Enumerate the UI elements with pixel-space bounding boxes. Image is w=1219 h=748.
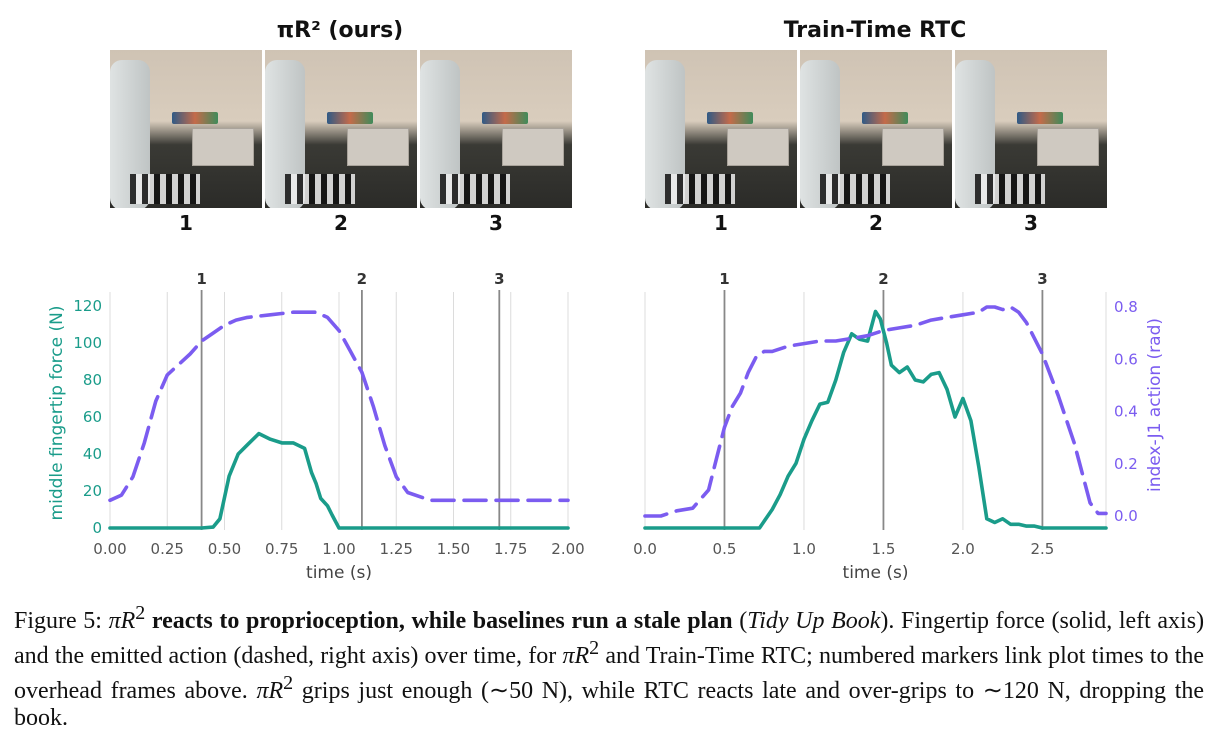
- time-marker-label: 2: [357, 270, 367, 288]
- task-name: Tidy Up Book: [747, 608, 881, 634]
- x-axis-label: time (s): [306, 563, 372, 583]
- figure-label: Figure 5:: [14, 608, 102, 634]
- caption-body: grips just enough (∼50 N), while RTC rea…: [14, 678, 1205, 731]
- x-tick-label: 1.00: [322, 540, 355, 558]
- y-tick-label: 20: [83, 482, 102, 500]
- caption-body: Fingertip force (solid, left axis) and t…: [14, 608, 1205, 669]
- force-series-line: [643, 309, 1108, 530]
- y-tick-label: 80: [83, 371, 102, 389]
- overhead-frame: [110, 50, 262, 208]
- overhead-frame: [420, 50, 572, 208]
- x-tick-label: 0.5: [713, 540, 737, 558]
- time-marker-label: 1: [719, 270, 729, 288]
- time-marker-label: 2: [878, 270, 888, 288]
- frames-ours: [110, 50, 572, 208]
- method-name: πR2: [562, 637, 600, 669]
- x-tick-label: 0.00: [93, 540, 126, 558]
- y-right-tick-label: 0.8: [1114, 298, 1138, 316]
- x-tick-label: 1.5: [872, 540, 896, 558]
- time-marker-label: 1: [196, 270, 206, 288]
- x-tick-label: 1.0: [792, 540, 816, 558]
- x-tick-label: 2.0: [951, 540, 975, 558]
- frames-rtc: [645, 50, 1107, 208]
- overhead-frame: [955, 50, 1107, 208]
- time-marker-label: 3: [494, 270, 504, 288]
- y-tick-label: 0: [92, 519, 102, 537]
- frame-label: 2: [334, 211, 348, 235]
- x-tick-label: 0.50: [208, 540, 241, 558]
- caption-claim: reacts to proprioception, while baseline…: [151, 608, 733, 634]
- y-right-axis-label: index-J1 action (rad): [1145, 318, 1165, 492]
- charts-svg: 0.00 0.25 0.50 0.75 1.00 1.25 1.50 1.75 2.001 2 3t…: [47, 270, 1165, 583]
- x-tick-label: 1.75: [494, 540, 527, 558]
- overhead-frame: [265, 50, 417, 208]
- x-tick-label: 1.25: [380, 540, 413, 558]
- y-right-tick-label: 0.2: [1114, 455, 1138, 473]
- x-tick-label: 1.50: [437, 540, 470, 558]
- caption-body: and Train-Time RTC; numbered markers lin…: [14, 643, 1205, 704]
- panel-title-ours: πR² (ours): [276, 18, 404, 43]
- overhead-frame: [645, 50, 797, 208]
- action-series-line: [643, 305, 1108, 518]
- frame-label: 2: [869, 211, 883, 235]
- x-tick-label: 0.75: [265, 540, 298, 558]
- frame-label: 1: [179, 211, 193, 235]
- y-right-tick-label: 0.0: [1114, 507, 1138, 525]
- y-axis-label: middle fingertip force (N): [47, 306, 67, 521]
- panel-title-rtc: Train-Time RTC: [783, 18, 967, 43]
- x-tick-label: 2.5: [1030, 540, 1054, 558]
- action-series-line: [108, 310, 570, 503]
- time-marker-label: 3: [1037, 270, 1047, 288]
- method-name: πR2: [256, 672, 294, 704]
- force-series-line: [108, 431, 570, 530]
- x-tick-label: 2.00: [551, 540, 584, 558]
- x-tick-label: 0.25: [151, 540, 184, 558]
- y-tick-label: 120: [73, 297, 102, 315]
- frame-label: 3: [1024, 211, 1038, 235]
- method-name: πR2: [108, 602, 146, 634]
- x-axis-label: time (s): [843, 563, 909, 583]
- y-right-tick-label: 0.4: [1114, 403, 1138, 421]
- x-tick-label: 0.0: [633, 540, 657, 558]
- y-tick-label: 40: [83, 445, 102, 463]
- y-tick-label: 60: [83, 408, 102, 426]
- frame-label: 1: [714, 211, 728, 235]
- overhead-frame: [800, 50, 952, 208]
- figure-caption: Figure 5: πR2 reacts to proprioception, …: [14, 602, 1205, 731]
- frame-label: 3: [489, 211, 503, 235]
- y-tick-label: 100: [73, 334, 102, 352]
- y-right-tick-label: 0.6: [1114, 350, 1138, 368]
